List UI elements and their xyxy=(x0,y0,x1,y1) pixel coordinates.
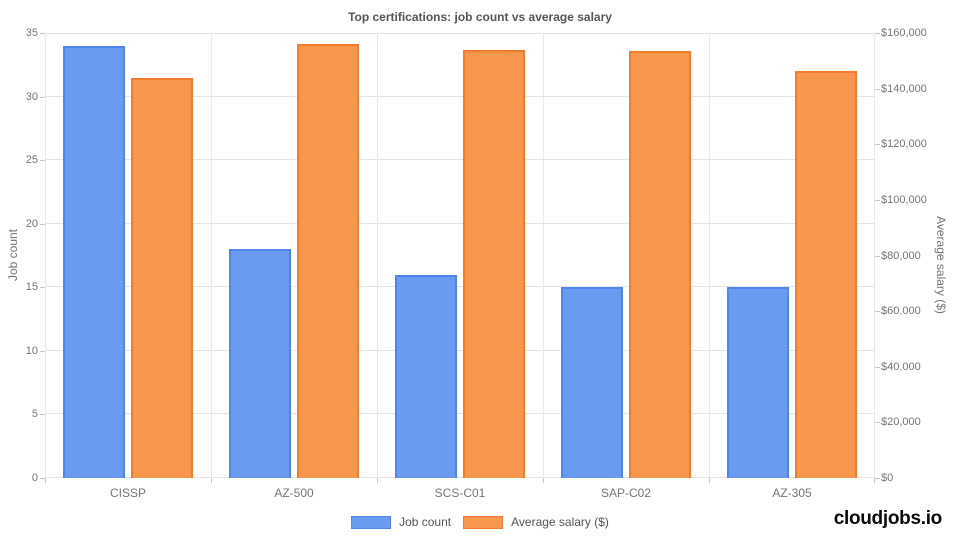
bar-job-count-scs-c01[interactable] xyxy=(395,274,457,478)
gridline xyxy=(45,33,875,34)
gridline xyxy=(874,33,875,478)
branding-logo: cloudjobs.io xyxy=(833,508,943,529)
right-tick-label: $80,000 xyxy=(881,249,921,262)
gridline xyxy=(211,33,212,478)
right-tick-mark xyxy=(875,144,880,146)
bar-average-salary-sap-c02[interactable] xyxy=(629,51,691,478)
right-tick-label: $60,000 xyxy=(881,305,921,318)
right-tick-mark xyxy=(875,199,880,201)
right-tick-mark xyxy=(875,422,880,424)
right-tick-mark xyxy=(875,33,880,34)
plot-area xyxy=(45,33,875,478)
left-tick-label: 15 xyxy=(25,281,38,294)
right-tick-mark xyxy=(875,255,880,257)
x-tick-label: SCS-C01 xyxy=(434,486,486,500)
left-tick-label: 10 xyxy=(25,344,38,357)
right-tick-label: $0 xyxy=(881,472,894,484)
x-tick-mark xyxy=(45,478,46,483)
right-tick-label: $100,000 xyxy=(881,193,927,206)
x-tick-mark xyxy=(377,478,378,483)
bar-average-salary-az-500[interactable] xyxy=(297,44,359,478)
legend: Job count Average salary ($) xyxy=(0,514,960,530)
left-tick-mark xyxy=(40,160,45,162)
gridline xyxy=(45,33,46,478)
left-tick-label: 25 xyxy=(25,154,38,167)
gridline xyxy=(45,349,875,351)
x-tick-mark xyxy=(709,478,710,483)
left-tick-mark xyxy=(40,223,45,225)
right-tick-mark xyxy=(875,88,880,90)
gridline xyxy=(45,222,875,224)
x-tick-mark xyxy=(543,478,544,483)
bar-job-count-cissp[interactable] xyxy=(63,45,125,478)
gridline xyxy=(45,159,875,161)
left-tick-label: 20 xyxy=(25,217,38,230)
right-tick-label: $140,000 xyxy=(881,82,927,95)
left-tick-label: 5 xyxy=(31,408,38,421)
legend-swatch xyxy=(463,515,504,529)
left-tick-label: 30 xyxy=(25,90,38,103)
left-tick-mark xyxy=(40,96,45,98)
bar-average-salary-cissp[interactable] xyxy=(131,77,193,478)
legend-label: Job count xyxy=(399,515,452,529)
gridline xyxy=(377,33,378,478)
bar-average-salary-az-305[interactable] xyxy=(795,70,857,478)
x-tick-mark xyxy=(211,478,212,483)
left-axis-title: Job count xyxy=(6,228,20,282)
gridline xyxy=(709,33,710,478)
x-tick-label: SAP-C02 xyxy=(600,486,652,500)
bar-job-count-az-305[interactable] xyxy=(727,287,789,478)
chart-title: Top certifications: job count vs average… xyxy=(348,10,612,24)
left-tick-label: 0 xyxy=(31,472,38,484)
bar-job-count-az-500[interactable] xyxy=(229,249,291,478)
x-tick-label: CISSP xyxy=(109,486,146,500)
legend-item-job-count[interactable]: Job count xyxy=(351,515,451,529)
gridline xyxy=(543,33,544,478)
right-tick-label: $160,000 xyxy=(881,27,927,39)
legend-item-average-salary[interactable]: Average salary ($) xyxy=(463,515,609,529)
left-tick-mark xyxy=(40,414,45,416)
right-tick-label: $40,000 xyxy=(881,360,921,373)
left-tick-mark xyxy=(40,478,45,479)
left-tick-mark xyxy=(40,33,45,34)
gridline xyxy=(45,286,875,288)
left-tick-mark xyxy=(40,350,45,352)
left-tick-mark xyxy=(40,287,45,289)
x-tick-label: AZ-305 xyxy=(772,486,812,500)
left-tick-label: 35 xyxy=(25,27,38,39)
x-tick-label: AZ-500 xyxy=(274,486,314,500)
right-tick-label: $20,000 xyxy=(881,416,921,429)
legend-label: Average salary ($) xyxy=(511,515,609,529)
gridline xyxy=(45,413,875,415)
right-tick-mark xyxy=(875,478,880,479)
gridline xyxy=(45,95,875,97)
right-tick-mark xyxy=(875,311,880,313)
right-axis-title: Average salary ($) xyxy=(934,216,948,314)
right-tick-label: $120,000 xyxy=(881,138,927,151)
legend-swatch xyxy=(351,515,392,529)
right-tick-mark xyxy=(875,366,880,368)
x-tick-mark xyxy=(874,478,875,483)
bar-job-count-sap-c02[interactable] xyxy=(561,287,623,478)
gridline xyxy=(45,477,875,478)
bar-average-salary-scs-c01[interactable] xyxy=(463,49,525,478)
